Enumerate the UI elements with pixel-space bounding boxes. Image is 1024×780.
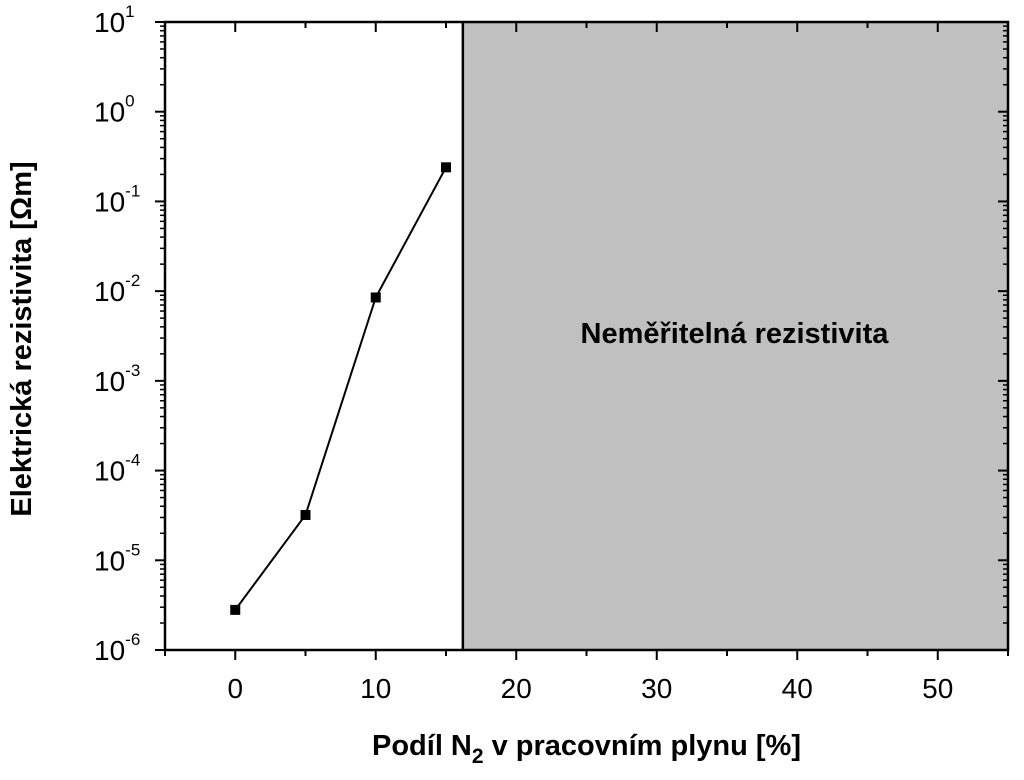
unmeasurable-region-layer	[461, 22, 1008, 650]
y-tick-label: 10-2	[94, 271, 140, 307]
x-tick-label: 30	[641, 673, 672, 704]
y-tick-label: 101	[94, 2, 135, 38]
y-tick-label: 10-6	[94, 630, 140, 666]
y-tick-label: 10-3	[94, 361, 140, 397]
data-point	[230, 604, 241, 615]
series-line	[234, 166, 447, 611]
x-tick-label: 50	[922, 673, 953, 704]
x-tick-label: 0	[227, 673, 243, 704]
x-tick-label: 10	[360, 673, 391, 704]
tick-labels: 0 10 20 30 40 50 101 100 10-1 10-2 10-3 10-4 10-5 10-…	[94, 2, 953, 704]
x-axis-title-suffix: v pracovním plynu [%]	[484, 730, 801, 762]
data-point	[441, 162, 451, 173]
x-axis-title-subscript: 2	[472, 745, 484, 768]
series-layer	[230, 162, 451, 615]
y-tick-label: 10-5	[94, 540, 140, 576]
data-point	[370, 292, 381, 303]
x-tick-label: 20	[501, 673, 532, 704]
unmeasurable-region-label: Neměřitelná rezistivita	[581, 318, 890, 350]
y-tick-label: 10-1	[94, 181, 140, 217]
unmeasurable-region	[462, 22, 1008, 650]
y-tick-label: 100	[94, 92, 135, 128]
y-tick-label: 10-4	[94, 451, 140, 487]
plot-frame	[163, 20, 1010, 652]
y-axis-title: Elektrická rezistivita [Ωm]	[6, 161, 38, 516]
x-axis-title-prefix: Podíl N	[372, 730, 472, 762]
data-point	[300, 509, 311, 520]
x-axis-title: Podíl N2 v pracovním plynu [%]	[372, 730, 801, 768]
x-tick-label: 40	[782, 673, 813, 704]
